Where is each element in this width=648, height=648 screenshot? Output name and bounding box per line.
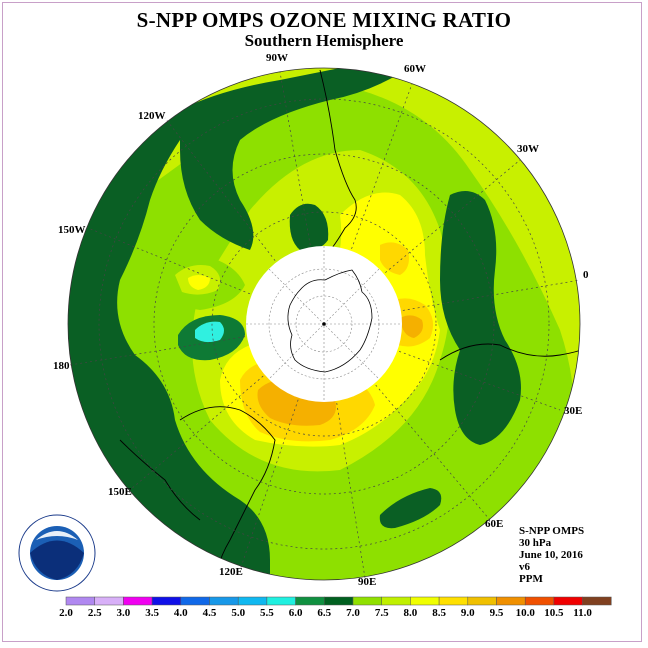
contour-7-0-drake [289,203,329,251]
lon-label-120w: 120W [138,110,166,122]
colorbar-tick-label: 6.5 [317,607,332,619]
lon-label-30w: 30W [517,143,539,155]
colorbar-swatch [381,596,411,606]
colorbar-tick-label: 3.0 [116,607,131,619]
graticule-parallels [98,98,550,550]
colorbar-swatch [467,596,497,606]
colorbar-tick-label: 8.0 [403,607,418,619]
lon-label-60e: 60E [485,518,504,530]
colorbar-swatch [553,596,583,606]
colorbar-tick-label: 7.5 [374,607,389,619]
colorbar-swatch [237,596,268,606]
colorbar-tick-label: 4.5 [202,607,217,619]
lon-label-30e: 30E [564,405,583,417]
contour-7-0-north [180,68,420,250]
colorbar-swatch [266,596,296,606]
colorbar-tick-label: 9.5 [489,607,504,619]
coast-antarctica [287,269,373,373]
contour-9-5-east [400,315,423,338]
coast-africa [439,339,580,361]
colorbar-swatch [295,596,325,606]
colorbar-tick-label: 9.0 [460,607,475,619]
contour-9-0-northeast [380,242,409,275]
map-border [67,67,581,581]
colorbar [65,596,612,606]
lon-label-180: 180 [53,360,70,372]
contour-8-5-island [188,275,210,290]
contour-7-0-southeast [379,488,442,529]
info-block: S-NPP OMPS 30 hPa June 10, 2016 v6 PPM [519,525,584,585]
colorbar-tick-label: 6.0 [288,607,303,619]
info-units: PPM [519,573,543,585]
map-title: S-NPP OMPS OZONE MIXING RATIO [136,8,512,32]
colorbar-tick-label: 8.5 [432,607,446,619]
colorbar-labels: 2.0 2.5 3.0 3.5 4.0 4.5 5.0 5.5 6.0 6.5 7.0 7.5 8.0 8… [0,607,648,621]
colorbar-swatch [209,596,239,606]
colorbar-swatch [438,596,469,606]
info-level: 30 hPa [519,537,552,549]
colorbar-swatch [180,596,210,606]
colorbar-swatch [524,596,555,606]
info-version: v6 [519,561,530,573]
colorbar-swatch [410,596,440,606]
colorbar-tick-label: 5.5 [260,607,274,619]
figure-frame [2,2,642,642]
colorbar-tick-label: 10.5 [544,607,564,619]
colorbar-swatch [352,596,382,606]
lon-label-120e: 120E [219,566,243,578]
lon-label-90e: 90E [358,576,377,588]
colorbar-tick-label: 2.0 [59,607,73,619]
colorbar-swatch [496,596,526,606]
contour-cyan-core [195,321,224,343]
coast-australia [179,406,276,580]
lon-label-0: 0 [583,269,589,281]
colorbar-tick-label: 2.5 [87,607,102,619]
colorbar-tick-label: 4.0 [173,607,188,619]
colorbar-swatch [65,596,95,606]
noaa-logo [18,514,96,592]
colorbar-tick-label: 7.0 [346,607,360,619]
colorbar-swatch [582,596,612,606]
colorbar-tick-label: 11.0 [573,607,592,619]
contour-7-0-east [440,191,521,445]
lon-label-60w: 60W [404,63,426,75]
south-pole-marker [322,322,326,326]
colorbar-tick-label: 3.5 [145,607,159,619]
lon-label-150w: 150W [58,224,86,236]
coastlines [119,69,580,580]
coast-new-zealand [119,439,201,521]
map-subtitle: Southern Hemisphere [244,31,404,50]
info-date: June 10, 2016 [519,549,583,561]
colorbar-tick-label: 10.0 [515,607,535,619]
info-instrument: S-NPP OMPS [519,525,585,537]
colorbar-swatch [324,596,354,606]
colorbar-swatch [123,596,153,606]
colorbar-swatch [151,596,182,606]
lon-label-90w: 90W [266,52,288,64]
coast-south-america [319,69,357,249]
lon-label-150e: 150E [108,486,132,498]
colorbar-tick-label: 5.0 [231,607,246,619]
colorbar-swatch [94,596,124,606]
